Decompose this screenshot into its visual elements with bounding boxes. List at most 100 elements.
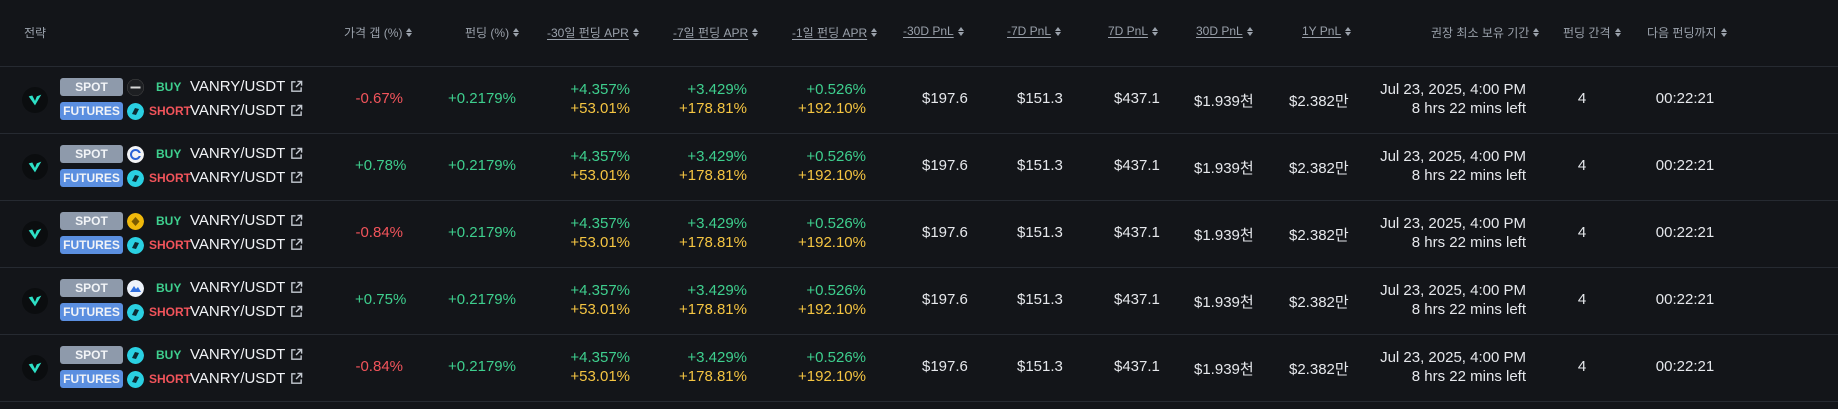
sort-icon[interactable]	[1246, 26, 1253, 36]
futures-pair-link[interactable]: VANRY/USDT	[190, 370, 303, 387]
pnl-30d-value: $1.939천	[1194, 294, 1254, 311]
external-link-icon[interactable]	[290, 147, 303, 160]
table-row[interactable]: SPOT FUTURES BUY SHORT VANRY/USDT VANRY/…	[0, 67, 1838, 134]
header-pnl-7d[interactable]: 7D PnL	[1108, 24, 1159, 38]
sort-icon[interactable]	[1055, 26, 1062, 36]
pnl-m30d-value: $197.6	[922, 291, 968, 308]
apr-7d-cell: +3.429% +178.81%	[665, 281, 747, 319]
short-label: SHORT	[149, 171, 191, 185]
header-apr-1d[interactable]: -1일 펀딩 APR	[792, 24, 878, 41]
external-link-icon[interactable]	[290, 214, 303, 227]
external-link-icon[interactable]	[290, 348, 303, 361]
min-hold-date: Jul 23, 2025, 4:00 PM	[1380, 282, 1526, 299]
funding-value: +0.2179%	[448, 157, 516, 174]
apr-7d-value: +3.429%	[687, 282, 747, 299]
apr-1d-annualized: +192.10%	[798, 100, 866, 117]
short-label: SHORT	[149, 372, 191, 386]
spot-pair-link[interactable]: VANRY/USDT	[190, 78, 303, 95]
external-link-icon[interactable]	[290, 171, 303, 184]
funding-interval-value: 4	[1577, 224, 1587, 241]
pnl-m30d-value: $197.6	[922, 157, 968, 174]
external-link-icon[interactable]	[290, 372, 303, 385]
buy-label: BUY	[156, 147, 182, 161]
min-hold-remaining: 8 hrs 22 mins left	[1411, 234, 1526, 251]
header-funding[interactable]: 펀딩 (%)	[465, 24, 520, 41]
funding-value: +0.2179%	[448, 358, 516, 375]
vanry-logo-icon	[22, 355, 48, 381]
spot-badge: SPOT	[60, 212, 123, 230]
min-hold-cell: Jul 23, 2025, 4:00 PM 8 hrs 22 mins left	[1378, 281, 1526, 319]
pnl-m30d-value: $197.6	[922, 358, 968, 375]
sort-icon[interactable]	[1533, 28, 1540, 37]
apr-1d-annualized: +192.10%	[798, 234, 866, 251]
spot-pair-label: VANRY/USDT	[190, 346, 286, 363]
apr-1d-cell: +0.526% +192.10%	[784, 80, 866, 118]
spot-pair-link[interactable]: VANRY/USDT	[190, 279, 303, 296]
header-min-hold[interactable]: 권장 최소 보유 기간	[1431, 24, 1540, 41]
apr-1d-value: +0.526%	[806, 282, 866, 299]
apr-7d-cell: +3.429% +178.81%	[665, 147, 747, 185]
pnl-1y-value: $2.382만	[1289, 93, 1349, 110]
futures-pair-link[interactable]: VANRY/USDT	[190, 236, 303, 253]
sort-icon[interactable]	[406, 28, 413, 37]
apr-1d-value: +0.526%	[806, 215, 866, 232]
funding-interval-value: 4	[1577, 157, 1587, 174]
external-link-icon[interactable]	[290, 104, 303, 117]
header-apr-30d[interactable]: -30일 펀딩 APR	[547, 24, 639, 41]
vanry-logo-icon	[22, 154, 48, 180]
apr-7d-value: +3.429%	[687, 215, 747, 232]
sort-icon[interactable]	[957, 26, 964, 36]
sort-icon[interactable]	[1345, 26, 1352, 36]
apr-30d-value: +4.357%	[570, 81, 630, 98]
apr-7d-cell: +3.429% +178.81%	[665, 214, 747, 252]
pnl-m30d-value: $197.6	[922, 224, 968, 241]
pnl-1y-value: $2.382만	[1289, 294, 1349, 311]
external-link-icon[interactable]	[290, 80, 303, 93]
external-link-icon[interactable]	[290, 305, 303, 318]
futures-pair-link[interactable]: VANRY/USDT	[190, 102, 303, 119]
futures-pair-link[interactable]: VANRY/USDT	[190, 303, 303, 320]
apr-30d-annualized: +53.01%	[570, 100, 630, 117]
apr-30d-annualized: +53.01%	[570, 167, 630, 184]
apr-30d-cell: +4.357% +53.01%	[548, 348, 630, 386]
spot-pair-link[interactable]: VANRY/USDT	[190, 145, 303, 162]
sort-icon[interactable]	[632, 28, 639, 37]
sort-icon[interactable]	[1152, 26, 1159, 36]
header-apr-7d[interactable]: -7일 펀딩 APR	[673, 24, 759, 41]
futures-pair-label: VANRY/USDT	[190, 236, 286, 253]
apr-7d-annualized: +178.81%	[679, 368, 747, 385]
futures-pair-link[interactable]: VANRY/USDT	[190, 169, 303, 186]
external-link-icon[interactable]	[290, 238, 303, 251]
sort-icon[interactable]	[513, 28, 520, 37]
sort-icon[interactable]	[752, 28, 759, 37]
sort-icon[interactable]	[871, 28, 878, 37]
spot-exchange-icon	[127, 213, 144, 230]
header-next-funding[interactable]: 다음 펀딩까지	[1647, 24, 1727, 41]
pnl-7d-value: $437.1	[1114, 224, 1160, 241]
pnl-m7d-value: $151.3	[1017, 90, 1063, 107]
table-row[interactable]: SPOT FUTURES BUY SHORT VANRY/USDT VANRY/…	[0, 201, 1838, 268]
sort-icon[interactable]	[1720, 28, 1727, 37]
spot-pair-link[interactable]: VANRY/USDT	[190, 212, 303, 229]
header-funding-interval[interactable]: 펀딩 간격	[1563, 24, 1621, 41]
header-pnl-30d[interactable]: 30D PnL	[1196, 24, 1253, 38]
table-row[interactable]: SPOT FUTURES BUY SHORT VANRY/USDT VANRY/…	[0, 268, 1838, 335]
external-link-icon[interactable]	[290, 281, 303, 294]
table-row[interactable]: SPOT FUTURES BUY SHORT VANRY/USDT VANRY/…	[0, 335, 1838, 402]
apr-30d-cell: +4.357% +53.01%	[548, 147, 630, 185]
header-price-gap[interactable]: 가격 갭 (%)	[344, 24, 413, 41]
pnl-m7d-value: $151.3	[1017, 358, 1063, 375]
apr-7d-annualized: +178.81%	[679, 100, 747, 117]
spot-pair-link[interactable]: VANRY/USDT	[190, 346, 303, 363]
table-row[interactable]: SPOT FUTURES BUY SHORT VANRY/USDT VANRY/…	[0, 134, 1838, 201]
apr-1d-annualized: +192.10%	[798, 368, 866, 385]
futures-badge: FUTURES	[60, 303, 123, 321]
header-pnl-m30d[interactable]: -30D PnL	[903, 24, 964, 38]
header-pnl-m7d[interactable]: -7D PnL	[1007, 24, 1062, 38]
header-pnl-1y[interactable]: 1Y PnL	[1302, 24, 1352, 38]
next-funding-countdown: 00:22:21	[1655, 224, 1715, 241]
futures-pair-label: VANRY/USDT	[190, 303, 286, 320]
pnl-30d-value: $1.939천	[1194, 93, 1254, 110]
sort-icon[interactable]	[1614, 28, 1621, 37]
futures-pair-label: VANRY/USDT	[190, 370, 286, 387]
